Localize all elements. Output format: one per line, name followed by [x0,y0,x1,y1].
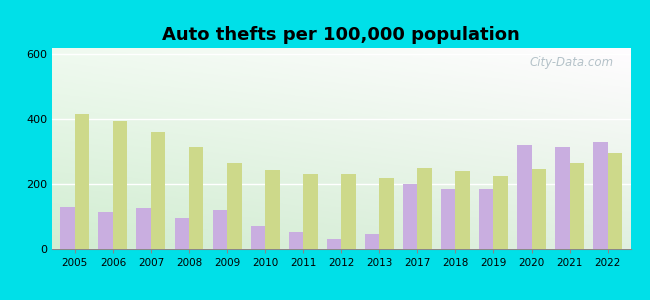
Text: City-Data.com: City-Data.com [529,56,613,69]
Bar [517,145,532,249]
Bar [593,142,608,249]
Bar [569,163,584,249]
Bar [365,234,380,249]
Bar [456,171,470,249]
Bar [608,153,622,249]
Bar [380,178,394,249]
Bar [136,208,151,249]
Bar [113,121,127,249]
Bar [189,147,203,249]
Bar [265,169,280,249]
Bar [227,163,242,249]
Bar [175,218,189,249]
Bar [403,184,417,249]
Bar [213,210,227,249]
Bar [555,147,569,249]
Bar [479,189,493,249]
Bar [341,174,356,249]
Bar [289,232,303,249]
Bar [75,115,89,249]
Bar [251,226,265,249]
Bar [441,189,456,249]
Title: Auto thefts per 100,000 population: Auto thefts per 100,000 population [162,26,520,44]
Bar [60,207,75,249]
Bar [327,238,341,249]
Bar [98,212,113,249]
Bar [532,169,546,249]
Bar [493,176,508,249]
Bar [303,174,318,249]
Bar [417,168,432,249]
Bar [151,132,165,249]
